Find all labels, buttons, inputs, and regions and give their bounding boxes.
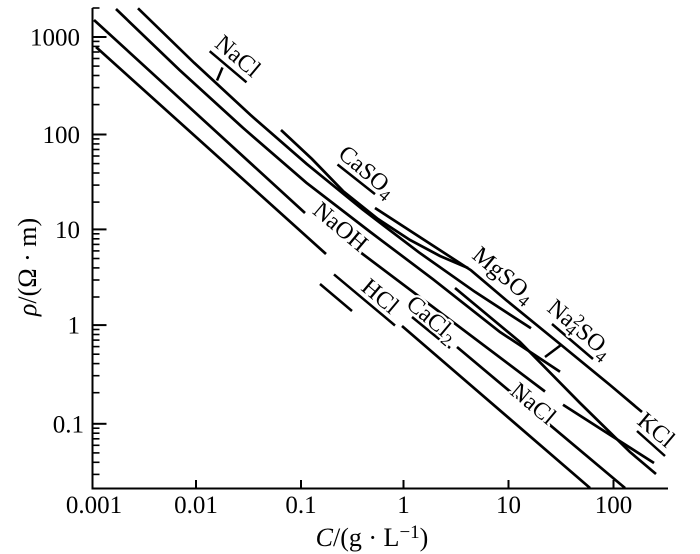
svg-text:1: 1 xyxy=(68,313,81,340)
svg-text:CaSO4: CaSO4 xyxy=(331,141,400,206)
svg-text:1000: 1000 xyxy=(30,25,80,52)
svg-text:100: 100 xyxy=(43,122,81,149)
svg-text:0.001: 0.001 xyxy=(66,492,122,519)
svg-text:0.1: 0.1 xyxy=(285,492,316,519)
svg-text:ρ/(Ω · m): ρ/(Ω · m) xyxy=(13,218,42,317)
svg-text:C/(g · L−1): C/(g · L−1) xyxy=(316,522,429,552)
svg-text:10: 10 xyxy=(496,492,521,519)
svg-text:0.01: 0.01 xyxy=(174,492,218,519)
svg-text:1: 1 xyxy=(397,492,410,519)
svg-text:0.1: 0.1 xyxy=(53,411,84,438)
svg-text:CaCl2: CaCl2 xyxy=(399,291,462,350)
svg-text:100: 100 xyxy=(595,492,633,519)
svg-text:10: 10 xyxy=(55,217,80,244)
svg-text:Na24SO4: Na24SO4 xyxy=(540,292,620,367)
svg-text:KCl: KCl xyxy=(632,408,680,454)
